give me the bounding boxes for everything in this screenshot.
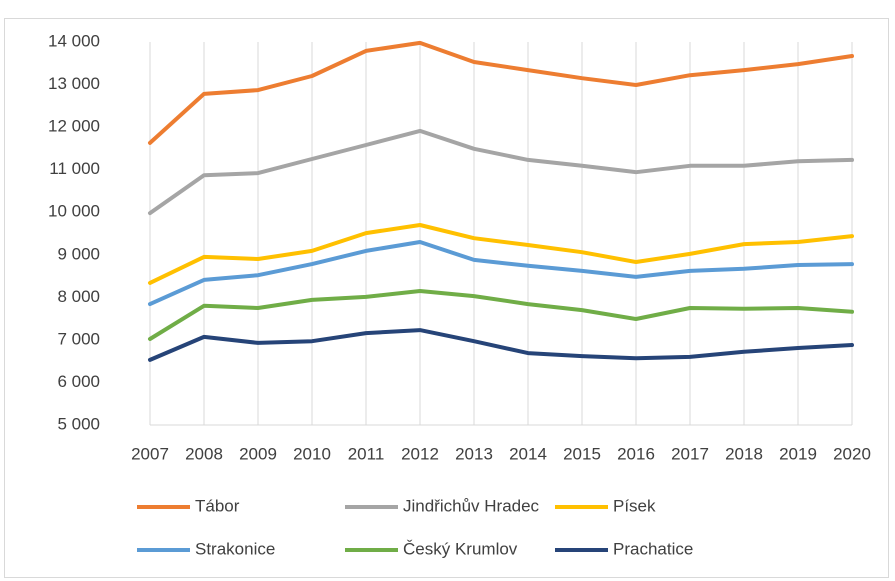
y-tick-label: 13 000 [48,74,100,93]
series-line [148,289,854,341]
legend-label: Prachatice [613,539,693,558]
y-tick-label: 11 000 [49,159,100,178]
series-line [148,240,854,307]
legend-label: Jindřichův Hradec [403,496,540,515]
legend-label: Písek [613,496,656,515]
x-tick-label: 2010 [293,444,331,463]
x-tick-label: 2018 [725,444,763,463]
x-tick-label: 2013 [455,444,493,463]
series-line [148,128,854,216]
y-tick-label: 7 000 [57,329,100,348]
series-line [148,40,854,145]
x-tick-label: 2016 [617,444,655,463]
y-tick-label: 6 000 [57,372,100,391]
y-tick-label: 12 000 [48,117,100,136]
x-tick-label: 2014 [509,444,547,463]
x-tick-label: 2009 [239,444,277,463]
legend-label: Strakonice [195,539,275,558]
y-tick-label: 8 000 [57,287,100,306]
x-tick-label: 2015 [563,444,601,463]
legend-label: Český Krumlov [403,539,518,558]
x-tick-label: 2020 [833,444,871,463]
legend-label: Tábor [195,496,240,515]
y-tick-label: 10 000 [48,202,100,221]
y-tick-label: 14 000 [48,31,100,50]
x-tick-label: 2019 [779,444,817,463]
y-tick-label: 5 000 [57,414,100,433]
x-tick-label: 2012 [401,444,439,463]
chart-border [4,18,889,578]
x-tick-label: 2017 [671,444,709,463]
y-tick-label: 9 000 [57,244,100,263]
x-tick-label: 2011 [348,444,385,463]
series-line [148,223,854,285]
x-tick-label: 2007 [131,444,169,463]
series-line [148,328,854,362]
x-tick-label: 2008 [185,444,223,463]
